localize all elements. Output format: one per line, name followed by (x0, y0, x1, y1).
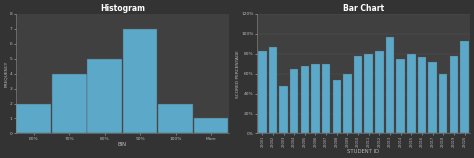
Bar (343, 74, 352, 133)
Bar (428, 62, 437, 133)
Bar (333, 80, 341, 133)
Bar (354, 56, 362, 133)
Bar (311, 64, 320, 133)
X-axis label: STUDENT ID: STUDENT ID (347, 149, 379, 154)
Bar (16, 103, 51, 133)
Bar (52, 74, 87, 133)
Y-axis label: SCORED PERCENTAGE: SCORED PERCENTAGE (236, 50, 240, 98)
Bar (123, 29, 157, 133)
Bar (439, 74, 447, 133)
Bar (396, 59, 405, 133)
Y-axis label: FREQUENCY: FREQUENCY (4, 61, 8, 87)
Title: Histogram: Histogram (100, 4, 145, 13)
Bar (365, 54, 373, 133)
Bar (375, 51, 383, 133)
Bar (269, 47, 277, 133)
Bar (407, 54, 416, 133)
X-axis label: BIN: BIN (118, 142, 127, 147)
Bar (386, 37, 394, 133)
Bar (194, 118, 228, 133)
Bar (258, 51, 266, 133)
Bar (279, 86, 288, 133)
Bar (290, 69, 299, 133)
Title: Bar Chart: Bar Chart (343, 4, 384, 13)
Bar (460, 41, 469, 133)
Bar (450, 56, 458, 133)
Bar (87, 59, 122, 133)
Bar (322, 64, 330, 133)
Bar (418, 57, 426, 133)
Bar (158, 103, 193, 133)
Bar (301, 66, 309, 133)
